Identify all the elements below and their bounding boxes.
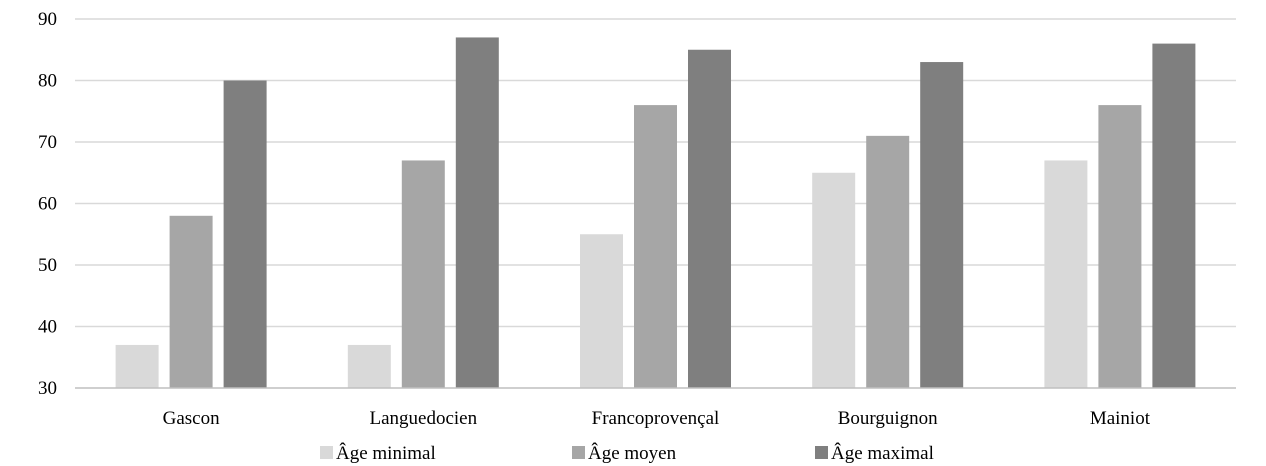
legend: Âge minimal Âge moyen Âge maximal: [320, 442, 934, 464]
category-label: Languedocien: [369, 408, 477, 429]
category-label: Gascon: [163, 408, 220, 429]
bars: [115, 37, 1196, 389]
bar-languedocien-min: [347, 344, 391, 388]
y-tick-label: 40: [38, 317, 57, 338]
y-tick-label: 70: [38, 132, 57, 153]
bar-bourguignon-max: [920, 62, 964, 389]
bar-languedocien-avg: [401, 160, 445, 388]
bar-francoprovençal-max: [688, 49, 731, 388]
category-label: Bourguignon: [838, 408, 938, 429]
bar-gascon-avg: [169, 215, 213, 388]
legend-label: Âge maximal: [831, 442, 934, 464]
legend-label: Âge moyen: [588, 442, 677, 464]
bar-bourguignon-avg: [866, 135, 910, 388]
bar-languedocien-max: [455, 37, 499, 388]
legend-swatch: [320, 446, 333, 459]
x-axis-category-labels: Gascon Languedocien Francoprovençal Bourgui…: [163, 408, 1151, 429]
y-tick-label: 30: [38, 378, 57, 399]
bar-gascon-max: [223, 80, 267, 388]
bar-mainiot-min: [1044, 160, 1088, 388]
bar-bourguignon-min: [812, 172, 856, 388]
legend-swatch: [572, 446, 585, 459]
category-label: Mainiot: [1090, 408, 1151, 429]
y-tick-label: 50: [38, 255, 57, 276]
y-tick-label: 80: [38, 71, 57, 92]
category-label: Francoprovençal: [592, 408, 720, 429]
legend-label: Âge minimal: [336, 442, 436, 464]
bar-francoprovençal-avg: [634, 105, 677, 388]
bar-mainiot-max: [1152, 43, 1196, 388]
legend-swatch: [815, 446, 828, 459]
bar-francoprovençal-min: [580, 234, 623, 388]
y-tick-label: 60: [38, 194, 57, 215]
bar-mainiot-avg: [1098, 105, 1142, 388]
y-tick-label: 90: [38, 9, 57, 30]
bar-gascon-min: [115, 344, 159, 388]
y-axis-tick-labels: 30 40 50 60 70 80 90: [38, 9, 57, 399]
